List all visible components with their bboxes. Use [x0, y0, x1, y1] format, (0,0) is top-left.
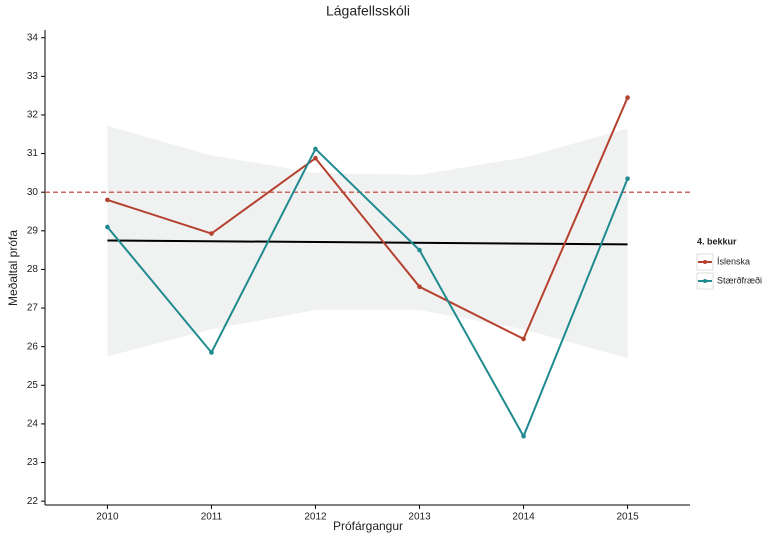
legend-label: Stærðfræði: [717, 275, 762, 285]
data-point: [417, 247, 422, 253]
data-point: [625, 176, 630, 181]
y-tick-label: 34: [27, 32, 39, 43]
x-axis-label: Prófárgangur: [333, 519, 403, 533]
legend-dot: [703, 260, 707, 264]
y-axis-label: Meðaltal prófa: [6, 230, 20, 306]
data-point: [521, 433, 526, 439]
y-tick-label: 25: [27, 380, 39, 391]
x-tick-label: 2014: [512, 512, 535, 523]
chart-title: Lágafellsskóli: [326, 3, 410, 19]
series-line: [107, 97, 629, 341]
legend-dot: [703, 279, 707, 283]
y-tick-label: 28: [27, 264, 39, 275]
data-point: [417, 284, 422, 290]
data-point: [105, 224, 110, 230]
x-tick-label: 2015: [616, 512, 639, 523]
data-point: [313, 155, 318, 161]
legend-label: Íslenska: [717, 256, 750, 266]
data-point: [105, 197, 110, 203]
data-point: [209, 231, 214, 236]
x-tick-label: 2010: [96, 512, 119, 523]
y-tick-label: 26: [27, 341, 39, 352]
y-tick-label: 30: [27, 187, 39, 198]
y-tick-label: 31: [27, 148, 39, 159]
x-tick-label: 2011: [201, 512, 223, 523]
x-tick-label: 2013: [408, 512, 431, 523]
trend-line: [107, 239, 628, 246]
series-line: [106, 147, 629, 439]
data-point: [625, 95, 630, 100]
y-tick-label: 22: [27, 496, 39, 507]
y-tick-label: 33: [27, 71, 39, 82]
legend-title: 4. bekkur: [697, 236, 737, 246]
data-point: [209, 350, 214, 355]
y-tick-label: 29: [27, 225, 39, 236]
y-tick-label: 23: [27, 457, 39, 468]
data-point: [313, 146, 318, 152]
data-point: [521, 336, 526, 342]
x-tick-label: 2012: [304, 512, 327, 523]
y-tick-label: 32: [27, 110, 39, 121]
y-tick-label: 24: [27, 419, 39, 430]
y-tick-label: 27: [27, 303, 39, 314]
